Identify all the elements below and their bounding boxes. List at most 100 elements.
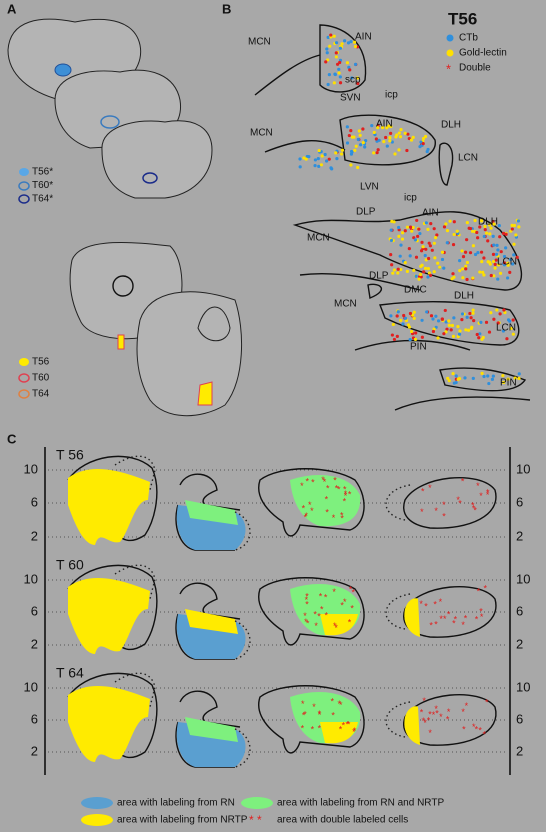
cell-dot	[340, 42, 344, 46]
cell-dot	[317, 148, 321, 153]
panel-label: B	[222, 1, 231, 16]
double-label-star: *	[485, 698, 489, 708]
cell-dot	[487, 223, 492, 227]
cell-dot	[478, 225, 482, 229]
cell-dot	[409, 138, 414, 142]
double-label-star: *	[346, 719, 350, 729]
panel-b-drawing	[254, 24, 531, 411]
cell-dot	[332, 34, 336, 38]
cell-dot	[484, 231, 489, 235]
row-title: T 60	[56, 557, 84, 573]
cell-dot	[452, 316, 456, 320]
cell-dot	[495, 243, 499, 247]
cell-dot	[327, 157, 331, 161]
cell-dot	[440, 317, 445, 321]
cell-dot	[471, 376, 475, 380]
region	[404, 706, 420, 745]
cell-dot	[502, 308, 506, 312]
double-label-star: *	[304, 513, 308, 523]
region-label: scp	[345, 75, 361, 86]
region-label: AIN	[422, 208, 439, 219]
cell-dot	[481, 270, 485, 274]
cell-dot	[498, 235, 502, 239]
region-label: LVN	[360, 182, 379, 193]
cell-dot	[446, 376, 450, 380]
cell-dot	[471, 276, 475, 280]
double-label-star: *	[332, 587, 336, 597]
double-label-star: *	[340, 513, 344, 523]
cell-dot	[501, 374, 505, 378]
cell-dot	[435, 233, 439, 237]
cell-dot	[338, 60, 342, 65]
cell-dot	[349, 128, 353, 133]
cell-dot	[440, 250, 445, 254]
double-label-star: *	[339, 700, 343, 710]
double-label-star: *	[478, 726, 482, 736]
double-label-star: *	[348, 489, 352, 499]
double-label-star: *	[462, 724, 466, 734]
cell-dot	[486, 374, 490, 378]
cell-dot	[323, 152, 327, 157]
double-label-star: *	[480, 612, 484, 622]
cell-dot	[337, 71, 341, 75]
cell-dot	[345, 61, 350, 65]
cell-dot	[504, 232, 508, 236]
cell-dot	[426, 275, 430, 279]
legend-label: T60*	[32, 180, 53, 191]
cell-dot	[467, 226, 471, 230]
cell-dot	[397, 225, 401, 230]
double-label-star: *	[301, 724, 305, 734]
cell-dot	[479, 250, 484, 254]
cell-dot	[445, 229, 450, 233]
cell-dot	[413, 337, 418, 341]
cell-dot	[451, 272, 455, 276]
legend-label: T64*	[32, 194, 53, 205]
cell-dot	[320, 154, 324, 158]
cell-dot	[392, 337, 397, 342]
cell-dot	[382, 140, 386, 144]
cell-dot	[436, 319, 441, 323]
cell-dot	[427, 256, 431, 261]
double-label-star: *	[420, 507, 424, 517]
cell-dot	[465, 260, 470, 265]
double-label-star: *	[324, 592, 328, 602]
region-label: LCN	[497, 257, 517, 268]
double-label-star: *	[482, 730, 486, 740]
double-label-star: *	[456, 495, 460, 505]
region-label: LCN	[496, 323, 516, 334]
cell-dot	[313, 158, 318, 162]
tick-label: 2	[516, 528, 523, 543]
cell-dot	[454, 374, 458, 378]
cell-dot	[389, 228, 393, 232]
cell-dot	[427, 241, 431, 245]
region	[68, 686, 150, 762]
double-label-star: *	[479, 606, 483, 616]
cell-dot	[487, 330, 492, 334]
double-label-star: *	[420, 707, 424, 717]
cell-dot	[483, 228, 487, 232]
cell-dot	[389, 314, 393, 318]
cell-dot	[411, 135, 415, 139]
cell-dot	[319, 163, 324, 167]
legend-symbol: *	[446, 61, 451, 76]
region-label: LCN	[458, 153, 478, 164]
legend-symbol	[446, 49, 454, 57]
cell-dot	[400, 231, 405, 235]
cell-dot	[464, 264, 468, 268]
cell-dot	[517, 225, 521, 229]
double-label-star: *	[337, 485, 341, 495]
cell-dot	[414, 255, 419, 259]
double-label-star: *	[353, 726, 357, 736]
cell-dot	[479, 219, 484, 223]
cell-dot	[352, 135, 356, 139]
cell-dot	[338, 81, 343, 85]
cell-dot	[458, 269, 462, 273]
cell-dot	[326, 35, 330, 39]
cell-dot	[488, 260, 492, 264]
cell-dot	[408, 338, 412, 342]
cell-dot	[481, 335, 485, 340]
cell-dot	[408, 311, 413, 316]
cell-dot	[452, 232, 456, 237]
tick-label: 2	[516, 636, 523, 651]
cell-dot	[502, 380, 506, 385]
